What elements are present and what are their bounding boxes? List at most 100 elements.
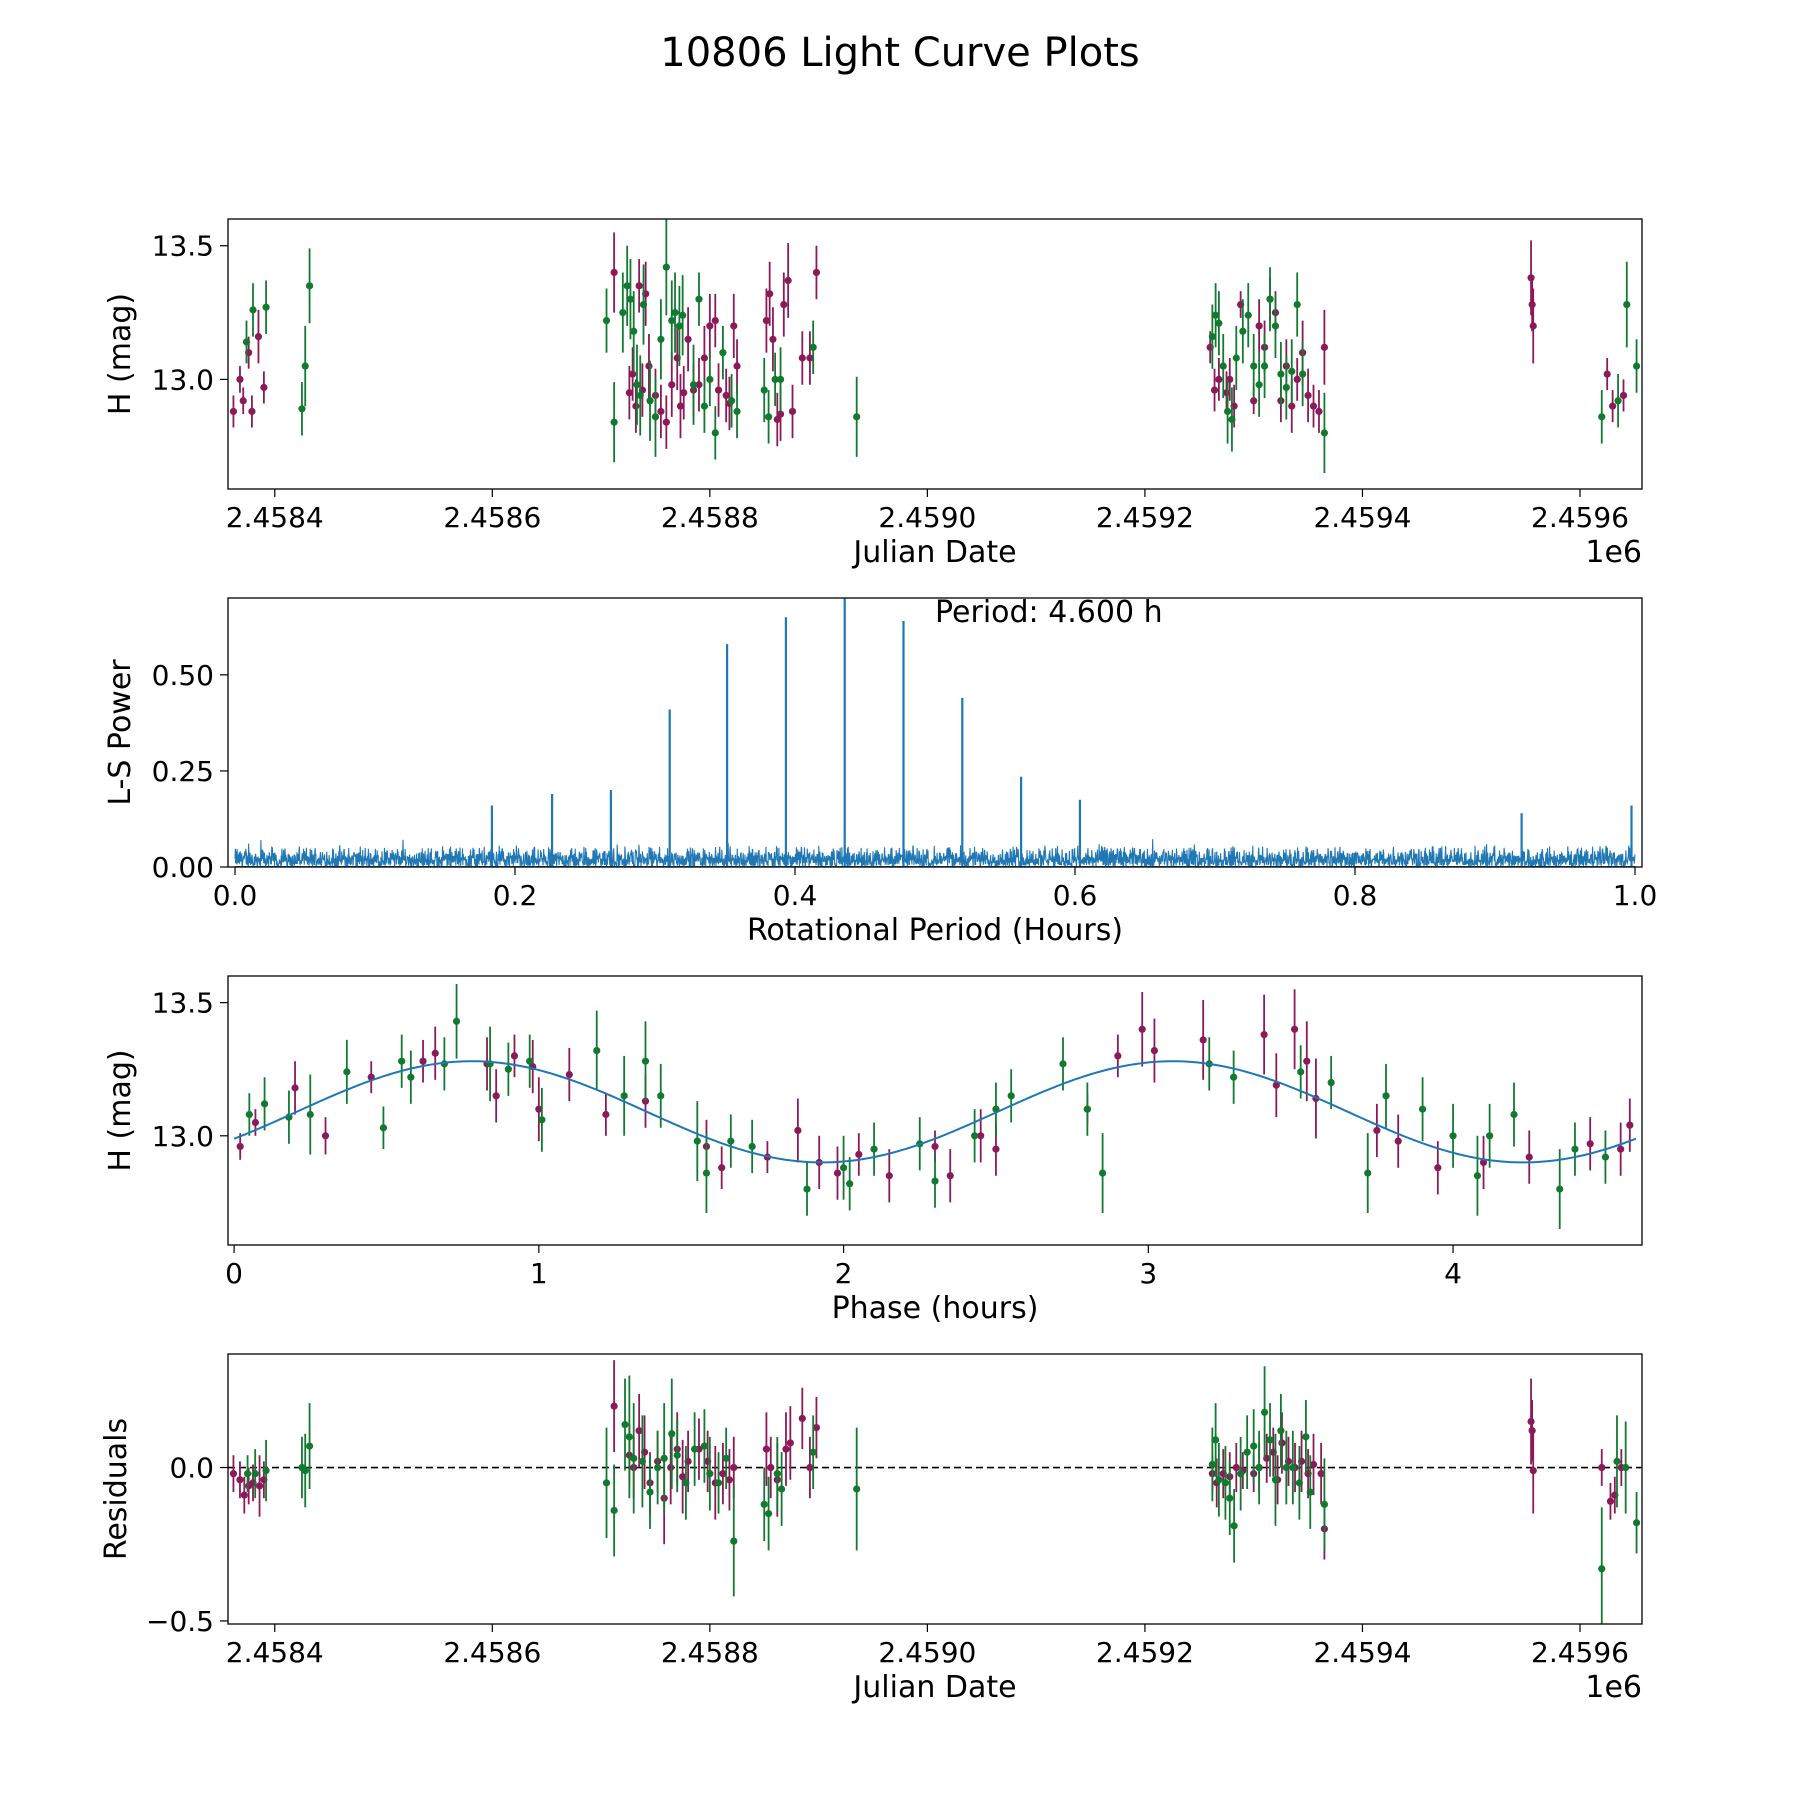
- data-point: [1632, 1519, 1641, 1527]
- data-point: [1290, 1025, 1299, 1033]
- data-point: [1212, 311, 1220, 319]
- data-point: [711, 429, 719, 437]
- data-point: [1529, 322, 1537, 330]
- data-point: [700, 402, 709, 410]
- data-point: [691, 1445, 699, 1453]
- data-point: [1525, 1153, 1533, 1161]
- x-tick-label: 0.6: [1053, 879, 1098, 912]
- data-point: [853, 1485, 861, 1493]
- data-point: [1297, 1068, 1305, 1076]
- data-point: [1199, 1036, 1207, 1044]
- data-point: [657, 1092, 665, 1100]
- data-point: [1277, 1427, 1285, 1435]
- data-point: [1208, 1460, 1216, 1469]
- data-point: [977, 1132, 985, 1140]
- data-point: [1510, 1110, 1518, 1119]
- data-point: [1529, 1466, 1537, 1475]
- x-axis-label: Julian Date: [851, 1670, 1016, 1705]
- data-point: [492, 1092, 500, 1100]
- x-tick-label: 1: [530, 1257, 548, 1290]
- data-point: [305, 282, 314, 290]
- data-point: [645, 362, 653, 370]
- data-point: [806, 354, 814, 362]
- data-point: [654, 1463, 662, 1472]
- data-point: [806, 1463, 814, 1472]
- data-point: [260, 383, 268, 392]
- data-point: [1243, 1448, 1251, 1456]
- data-point: [610, 418, 618, 426]
- y-tick-label: 0.0: [169, 1452, 214, 1485]
- data-point: [1288, 367, 1296, 375]
- data-point: [1226, 1494, 1234, 1502]
- power-noise-line: [234, 839, 1636, 867]
- data-point: [971, 1132, 979, 1140]
- data-point: [1382, 1092, 1390, 1100]
- x-tick-label: 2.4588: [661, 501, 759, 534]
- data-point: [1215, 375, 1223, 383]
- y-axis-label: H (mag): [103, 1049, 138, 1171]
- data-point: [1617, 1145, 1625, 1153]
- data-point: [1212, 1436, 1220, 1444]
- data-point: [1150, 1046, 1159, 1055]
- data-point: [301, 362, 309, 370]
- data-point: [809, 1448, 817, 1456]
- data-point: [1219, 362, 1227, 370]
- data-point: [767, 1463, 775, 1472]
- y-axis-label: Residuals: [99, 1418, 134, 1560]
- data-point: [636, 391, 644, 400]
- data-point: [667, 1463, 675, 1472]
- panel-phased-curve: 0 1 2 3 4 13.0 13.5 Phase (hours) H (mag): [103, 975, 1643, 1326]
- data-point: [682, 1479, 690, 1487]
- data-point: [602, 1479, 611, 1487]
- data-point: [1527, 1417, 1535, 1426]
- data-point: [1327, 1078, 1335, 1087]
- x-tick-label: 2: [835, 1257, 853, 1290]
- x-axis-label: Rotational Period (Hours): [747, 913, 1123, 948]
- data-point: [671, 308, 679, 317]
- data-point: [1223, 407, 1232, 416]
- data-point: [249, 306, 257, 314]
- period-annotation: Period: 4.600 h: [935, 595, 1163, 630]
- data-point: [452, 1017, 461, 1025]
- data-point: [1230, 1073, 1238, 1081]
- data-point: [1083, 1105, 1091, 1113]
- data-point: [1277, 370, 1285, 378]
- data-point: [638, 1457, 647, 1465]
- data-point: [714, 386, 723, 394]
- x-tick-label: 2.4584: [226, 1636, 324, 1669]
- data-point: [762, 1445, 771, 1453]
- data-point: [630, 327, 638, 335]
- data-point: [619, 308, 627, 317]
- data-point: [1215, 319, 1223, 327]
- data-point: [236, 1142, 244, 1151]
- data-point: [778, 1485, 786, 1493]
- data-point: [260, 1100, 269, 1108]
- x-offset-label: 1e6: [1585, 1670, 1642, 1705]
- data-point: [236, 375, 244, 383]
- data-point: [1320, 429, 1328, 437]
- y-tick-label: 13.0: [152, 363, 214, 396]
- data-point: [251, 1470, 259, 1478]
- data-point: [602, 316, 611, 325]
- data-point: [722, 391, 730, 400]
- data-point: [1293, 300, 1301, 309]
- data-point: [689, 381, 698, 389]
- data-point: [946, 1172, 954, 1180]
- data-point: [419, 1057, 427, 1065]
- data-point: [298, 405, 306, 413]
- data-point: [1598, 1463, 1606, 1472]
- data-point: [1230, 1522, 1238, 1530]
- data-point: [1138, 1025, 1146, 1033]
- data-point: [1232, 1463, 1240, 1472]
- data-point: [786, 1439, 794, 1447]
- data-point: [1221, 1479, 1230, 1487]
- data-point: [1479, 1158, 1488, 1167]
- data-point: [538, 1116, 546, 1124]
- data-point: [254, 333, 263, 341]
- data-point: [1099, 1169, 1107, 1177]
- y-tick-label: 0.25: [152, 755, 214, 788]
- data-point: [853, 413, 861, 421]
- x-tick-label: 0: [225, 1257, 243, 1290]
- y-tick-label: 13.0: [152, 1120, 214, 1153]
- data-point: [1271, 322, 1280, 330]
